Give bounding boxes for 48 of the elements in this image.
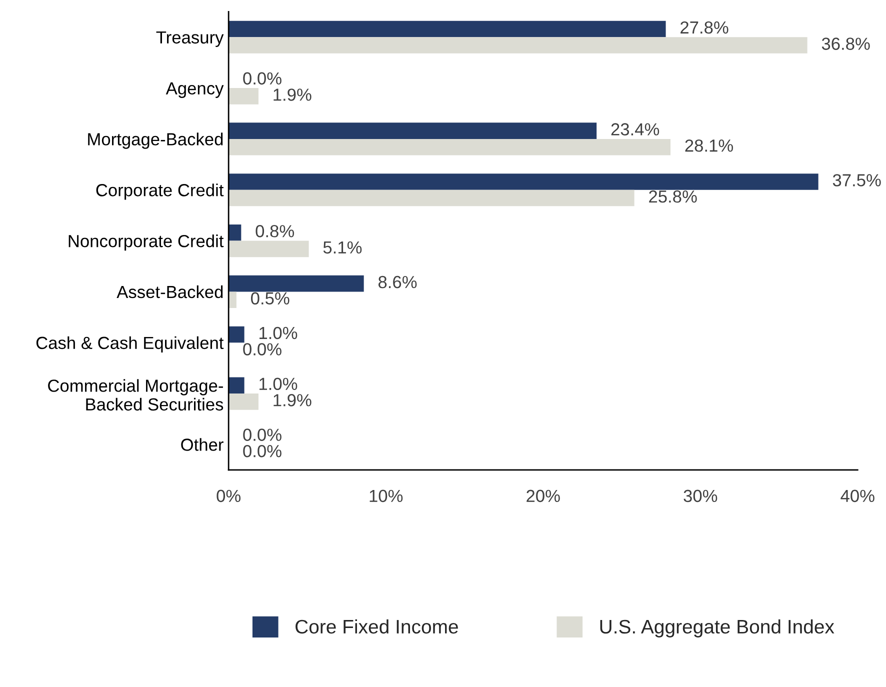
data-label: 1.9% [274,88,312,101]
bar [228,292,236,308]
x-tick-label: 20% [526,490,560,502]
data-label: 0.8% [256,225,294,238]
legend-label: U.S. Aggregate Bond Index [600,619,834,638]
x-tick-label: 30% [684,490,718,502]
bar [228,377,244,394]
data-label: 23.4% [611,123,660,136]
x-tick-label: 40% [840,490,874,502]
bar [228,88,258,104]
data-label: 1.0% [260,326,298,340]
data-label: 0.0% [243,72,282,85]
legend-label: Core Fixed Income [296,619,458,634]
data-label: 1.9% [274,394,312,406]
y-tick-label: Corporate Credit [96,184,224,200]
data-label: 0.5% [251,292,290,305]
data-label: 1.0% [260,378,298,390]
bar [228,190,634,206]
data-label: 25.8% [649,190,697,203]
y-tick-label: Mortgage-Backed [88,132,223,149]
bar [228,275,364,292]
y-tick-label: Commercial Mortgage- Backed Securities [48,379,224,411]
bar [228,122,597,139]
y-tick-label: Asset-Backed [116,285,223,298]
data-label: 0.0% [243,444,282,458]
data-label: 28.1% [685,139,733,152]
bar [228,326,244,343]
bar [228,174,818,190]
data-label: 8.6% [378,276,417,288]
bar [228,37,808,54]
data-label: 37.5% [832,174,881,186]
bar [228,224,242,241]
data-label: 36.8% [822,38,870,50]
y-tick-label: Agency [166,82,224,98]
data-label: 0.0% [243,428,282,441]
y-tick-label: Noncorporate Credit [68,234,224,251]
data-label: 0.0% [243,343,282,356]
bar [228,394,258,410]
data-label: 5.1% [323,241,362,254]
data-label: 27.8% [680,21,728,34]
bar [228,20,666,38]
x-tick-label: 10% [370,490,403,502]
y-tick-label: Treasury [156,31,224,48]
y-tick-label: Other [181,438,224,451]
y-tick-label: Cash & Cash Equivalent [36,336,224,353]
bar [228,240,309,258]
x-tick-label: 0% [216,490,241,502]
bar [228,138,671,156]
